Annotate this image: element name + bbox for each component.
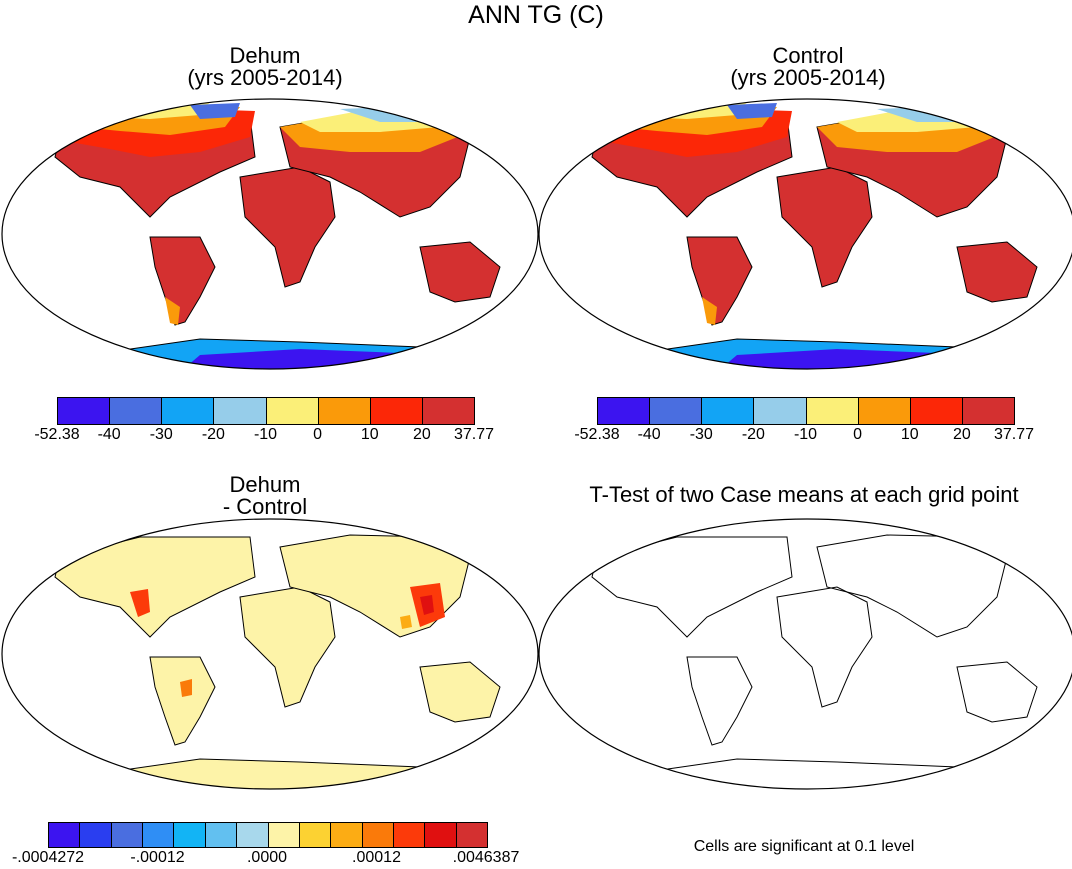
colorbar-dehum-tick-label: 20 (412, 426, 431, 443)
panel-title-dehum-line2: (yrs 2005-2014) (187, 65, 343, 90)
colorbar-difference-swatch (237, 823, 269, 847)
colorbar-control-tick-label: -40 (637, 426, 661, 443)
colorbar-dehum-tick-label: 37.77 (453, 426, 495, 443)
colorbar-dehum-swatch (162, 398, 215, 424)
colorbar-dehum-tick-label: -20 (201, 426, 225, 443)
colorbar-dehum-swatch (266, 398, 319, 424)
colorbar-difference-swatch (174, 823, 206, 847)
panel-title-difference-line1: Dehum (229, 472, 301, 497)
map-border (1, 98, 539, 370)
colorbar-control-swatch (858, 398, 911, 424)
colorbar-control-swatch (754, 398, 807, 424)
colorbar-difference (48, 822, 488, 848)
colorbar-difference-swatch (111, 823, 144, 847)
colorbar-control-tick-label: 10 (900, 426, 919, 443)
colorbar-dehum-tick-label: 0 (313, 426, 323, 443)
map-difference (1, 518, 539, 790)
colorbar-dehum-tick-label: -52.38 (34, 426, 80, 443)
panel-title-control-line1: Control (772, 43, 844, 68)
colorbar-difference-swatch (362, 823, 394, 847)
colorbar-control (597, 397, 1015, 425)
colorbar-dehum-swatch (318, 398, 371, 424)
colorbar-difference-swatch (331, 823, 363, 847)
colorbar-control-swatch (910, 398, 963, 424)
colorbar-difference-tick-label: .0046387 (452, 849, 520, 866)
colorbar-dehum-swatch (58, 398, 111, 424)
colorbar-dehum (57, 397, 475, 425)
colorbar-difference-swatch (268, 823, 300, 847)
colorbar-difference-tick-label: .00012 (352, 849, 401, 866)
colorbar-control-tick-label: -10 (793, 426, 818, 443)
colorbar-difference-tick-label: -.00012 (130, 849, 185, 866)
colorbar-control-tick-label: 20 (952, 426, 971, 443)
colorbar-control-tick-label: -52.38 (574, 426, 620, 443)
colorbar-control-swatch (650, 398, 703, 424)
colorbar-control-tick-label: -20 (741, 426, 765, 443)
colorbar-dehum-swatch (422, 398, 474, 424)
colorbar-difference-tick-label: -.0004272 (11, 849, 85, 866)
panel-title-control-line2: (yrs 2005-2014) (730, 65, 886, 90)
panel-title-dehum: Dehum (yrs 2005-2014) (187, 45, 342, 89)
panel-title-difference-line2: - Control (222, 494, 308, 519)
colorbar-difference-swatch (80, 823, 112, 847)
colorbar-difference-swatch (299, 823, 332, 847)
panel-title-ttest: T-Test of two Case means at each grid po… (589, 482, 1019, 507)
panel-title-control: Control (yrs 2005-2014) (730, 45, 885, 89)
colorbar-control-swatch (806, 398, 859, 424)
colorbar-control-tick-label: 37.77 (993, 426, 1035, 443)
panel-title-difference: Dehum - Control (223, 474, 307, 518)
colorbar-control-swatch (962, 398, 1014, 424)
coastlines (591, 534, 1038, 789)
colorbar-difference-swatch (456, 823, 488, 847)
colorbar-difference-tick-label: .0000 (246, 849, 288, 866)
map-dehum (1, 98, 539, 370)
figure-title: ANN TG (C) (468, 1, 604, 29)
panel-title-dehum-line1: Dehum (229, 43, 301, 68)
colorbar-difference-swatch (393, 823, 426, 847)
colorbar-difference-swatch (425, 823, 457, 847)
map-border (538, 518, 1072, 790)
colorbar-control-tick-label: 0 (853, 426, 863, 443)
colorbar-difference-swatch (205, 823, 238, 847)
land-fill (591, 100, 1038, 369)
colorbar-difference-swatch (143, 823, 175, 847)
map-border (1, 518, 539, 790)
map-ttest (538, 518, 1072, 790)
map-border (538, 98, 1072, 370)
colorbar-dehum-swatch (370, 398, 423, 424)
colorbar-dehum-tick-label: 10 (360, 426, 379, 443)
colorbar-control-swatch (702, 398, 755, 424)
land-fill (54, 100, 501, 369)
colorbar-dehum-tick-label: -10 (253, 426, 278, 443)
colorbar-dehum-tick-label: -40 (97, 426, 121, 443)
colorbar-control-swatch (598, 398, 651, 424)
colorbar-control-tick-label: -30 (689, 426, 713, 443)
colorbar-difference-swatch (49, 823, 81, 847)
colorbar-dehum-swatch (214, 398, 267, 424)
land-fill (54, 534, 501, 789)
colorbar-dehum-tick-label: -30 (149, 426, 173, 443)
map-control (538, 98, 1072, 370)
significance-note: Cells are significant at 0.1 level (693, 838, 915, 855)
colorbar-dehum-swatch (110, 398, 163, 424)
